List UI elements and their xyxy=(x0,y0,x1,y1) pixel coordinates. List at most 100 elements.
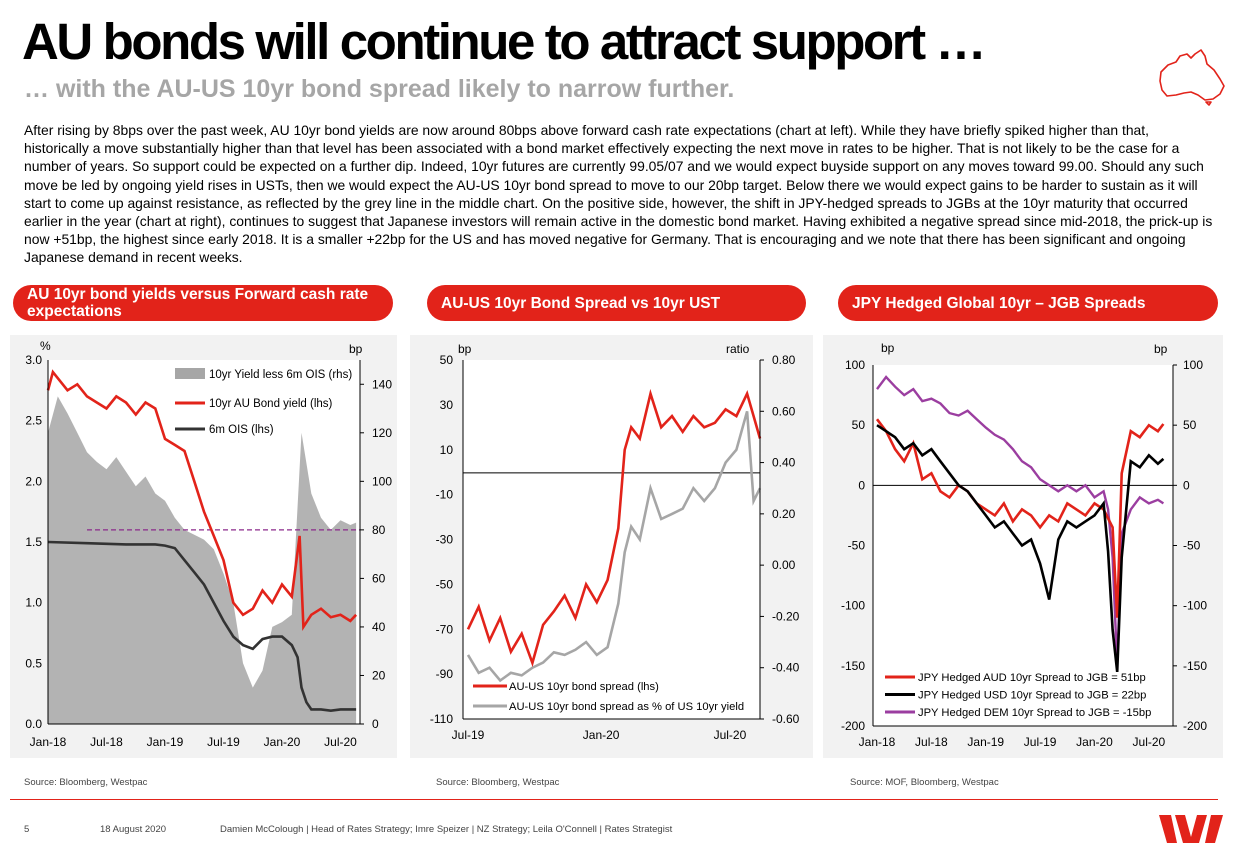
series-area-spread xyxy=(48,396,357,724)
y2-tick-label: -200 xyxy=(1183,719,1207,733)
source-note-right: Source: MOF, Bloomberg, Westpac xyxy=(850,777,999,788)
y2-tick-label: 0.20 xyxy=(772,507,796,521)
y-tick-label: 10 xyxy=(440,443,454,457)
y2-tick-label: 0 xyxy=(1183,478,1190,492)
y2-tick-label: 0.00 xyxy=(772,558,796,572)
chart-au-10yr-yields: 3.0 2.5 2.0 1.5 1.0 0.5 0.0 140 120 100 80 60 40 20 0 J… xyxy=(25,339,392,749)
x-tick-label: Jan-20 xyxy=(1076,735,1113,749)
y-tick-label: 2.5 xyxy=(25,414,42,428)
y2-tick-label: 50 xyxy=(1183,418,1197,432)
chart-title-pill-middle: AU-US 10yr Bond Spread vs 10yr UST xyxy=(427,285,806,321)
legend-label: 6m OIS (lhs) xyxy=(209,424,274,436)
y2-tick-label: 140 xyxy=(372,377,392,391)
series-line-aud-spread xyxy=(875,418,1165,618)
y-tick-label: -50 xyxy=(848,539,866,553)
y2-tick-label: -0.40 xyxy=(772,661,800,675)
y-axis-unit: % xyxy=(40,339,51,353)
x-tick-label: Jan-19 xyxy=(147,735,184,749)
australia-map-icon xyxy=(1159,49,1225,106)
chart-title-pill-right: JPY Hedged Global 10yr – JGB Spreads xyxy=(838,285,1218,321)
x-tick-label: Jan-20 xyxy=(264,735,301,749)
chart-jpy-hedged-spreads: 100 50 0 -50 -100 -150 -200 100 50 0 -50 -100 -150 -2… xyxy=(841,341,1207,749)
y2-tick-label: 0.80 xyxy=(772,353,796,367)
source-note-middle: Source: Bloomberg, Westpac xyxy=(436,777,560,788)
chart-au-us-spread: 50 30 10 -10 -30 -50 -70 -90 -110 0.80 0.60 0.40 0.2… xyxy=(430,342,800,742)
y2-tick-label: -0.20 xyxy=(772,609,800,623)
series-line-au-us-spread xyxy=(466,388,762,668)
y2-axis-unit: bp xyxy=(1154,342,1168,356)
y-tick-label: -10 xyxy=(436,488,454,502)
legend-label: AU-US 10yr bond spread as % of US 10yr y… xyxy=(509,701,744,713)
y-tick-label: 30 xyxy=(440,398,454,412)
y-axis-unit: bp xyxy=(881,341,895,355)
source-note-left: Source: Bloomberg, Westpac xyxy=(24,777,148,788)
y-tick-label: 50 xyxy=(852,418,866,432)
footer-authors: Damien McColough | Head of Rates Strateg… xyxy=(220,824,673,835)
y2-tick-label: 0.60 xyxy=(772,404,796,418)
y2-tick-label: 0.40 xyxy=(772,456,796,470)
y-tick-label: -200 xyxy=(841,719,865,733)
y-tick-label: 0.0 xyxy=(25,717,42,731)
page-subtitle: … with the AU-US 10yr bond spread likely… xyxy=(24,75,735,103)
y-tick-label: 1.5 xyxy=(25,535,42,549)
chart-title: AU-US 10yr Bond Spread vs 10yr UST xyxy=(441,294,721,312)
legend-label: JPY Hedged DEM 10yr Spread to JGB = -15b… xyxy=(918,707,1151,719)
page-number: 5 xyxy=(24,824,30,835)
page-title: AU bonds will continue to attract suppor… xyxy=(22,13,987,70)
x-tick-label: Jan-18 xyxy=(30,735,67,749)
y2-tick-label: -50 xyxy=(1183,539,1201,553)
westpac-logo xyxy=(1159,815,1223,843)
y-tick-label: -70 xyxy=(436,622,454,636)
y2-tick-label: 60 xyxy=(372,571,386,585)
x-tick-label: Jul-19 xyxy=(452,728,485,742)
y-axis-unit: bp xyxy=(458,342,472,356)
x-tick-label: Jul-18 xyxy=(90,735,123,749)
chart-title: JPY Hedged Global 10yr – JGB Spreads xyxy=(852,294,1146,312)
y2-tick-label: 100 xyxy=(372,474,392,488)
y2-tick-label: 100 xyxy=(1183,358,1203,372)
body-paragraph: After rising by 8bps over the past week,… xyxy=(24,122,1213,266)
y2-tick-label: 40 xyxy=(372,620,386,634)
legend-label: 10yr Yield less 6m OIS (rhs) xyxy=(209,369,352,381)
footer-date: 18 August 2020 xyxy=(100,824,167,835)
x-tick-label: Jul-20 xyxy=(1133,735,1166,749)
chart-title-pill-left: AU 10yr bond yields versus Forward cash … xyxy=(13,285,393,321)
y-tick-label: -30 xyxy=(436,533,454,547)
x-tick-label: Jul-20 xyxy=(714,728,747,742)
y2-tick-label: -0.60 xyxy=(772,712,800,726)
x-tick-label: Jan-19 xyxy=(967,735,1004,749)
chart-title: AU 10yr bond yields versus Forward cash … xyxy=(27,286,369,320)
series-line-au-bond-yield xyxy=(46,369,358,632)
y2-tick-label: -150 xyxy=(1183,659,1207,673)
y2-tick-label: 80 xyxy=(372,523,386,537)
y-tick-label: 0.5 xyxy=(25,656,42,670)
series-line-usd-spread xyxy=(876,424,1165,673)
y-tick-label: -150 xyxy=(841,659,865,673)
y2-axis-unit: ratio xyxy=(726,342,750,356)
plot-area xyxy=(463,360,760,719)
x-tick-label: Jul-18 xyxy=(915,735,948,749)
footer-divider xyxy=(10,799,1218,800)
y-tick-label: 3.0 xyxy=(25,353,42,367)
y-tick-label: -90 xyxy=(436,667,454,681)
y-tick-label: -100 xyxy=(841,599,865,613)
series-line-spread-pct xyxy=(466,410,762,683)
x-tick-label: Jul-19 xyxy=(207,735,240,749)
series-line-6m-ois xyxy=(47,540,357,713)
x-tick-label: Jan-18 xyxy=(859,735,896,749)
y2-tick-label: 20 xyxy=(372,668,386,682)
y-tick-label: -110 xyxy=(430,712,453,726)
legend-label: JPY Hedged AUD 10yr Spread to JGB = 51bp xyxy=(918,672,1146,684)
y-tick-label: 100 xyxy=(845,358,865,372)
legend-label: AU-US 10yr bond spread (lhs) xyxy=(509,681,659,693)
x-tick-label: Jan-20 xyxy=(583,728,620,742)
y-tick-label: 2.0 xyxy=(25,474,42,488)
legend-label: JPY Hedged USD 10yr Spread to JGB = 22bp xyxy=(918,690,1146,702)
legend-label: 10yr AU Bond yield (lhs) xyxy=(209,398,333,410)
x-tick-label: Jul-19 xyxy=(1024,735,1057,749)
y-tick-label: -50 xyxy=(436,577,454,591)
y2-tick-label: -100 xyxy=(1183,599,1207,613)
y2-axis-unit: bp xyxy=(349,342,363,356)
y2-tick-label: 0 xyxy=(372,717,379,731)
y-tick-label: 0 xyxy=(858,478,865,492)
